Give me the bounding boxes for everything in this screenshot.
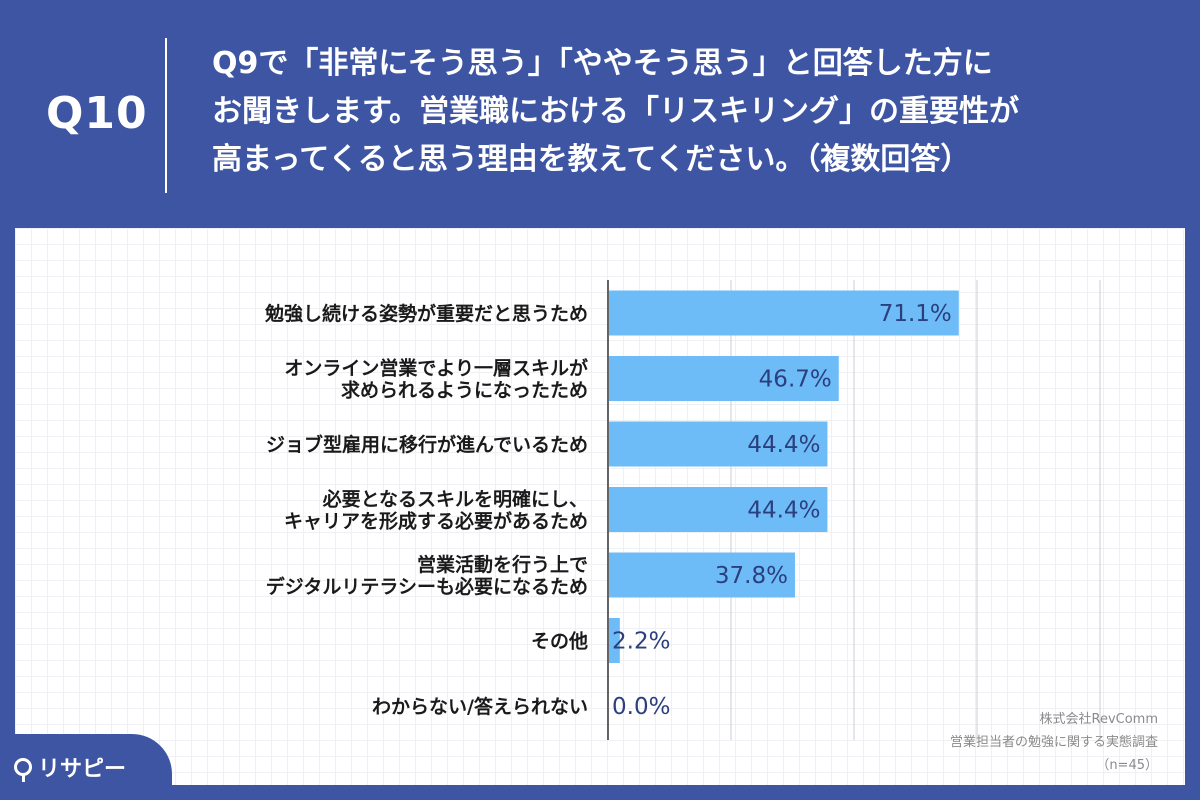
source-company: 株式会社RevComm [1039,712,1159,727]
question-text: Q9で「非常にそう思う」「ややそう思う」と回答した方に お聞きします。営業職にお… [212,46,1019,177]
source-note: 株式会社RevComm 営業担当者の勉強に関する実態調査 （n=45） [950,708,1158,777]
bar [609,552,795,598]
category-label: デジタルリテラシーも必要になるため [266,575,588,598]
data-label: 46.7% [759,367,832,393]
chart-panel [15,228,1185,785]
data-label: 2.2% [612,629,670,655]
bar [609,356,839,401]
data-label: 44.4% [747,498,820,524]
category-label: わからない/答えられない [372,695,588,718]
category-label: キャリアを形成する必要があるため [284,510,588,533]
category-label: ジョブ型雇用に移行が進んでいるため [266,433,588,456]
logo-text: リサピー [38,757,127,782]
category-label: オンライン営業でより一層スキルが [284,357,588,380]
brand-logo: リサピー [14,752,126,782]
bar [609,618,620,663]
pin-icon [14,758,32,782]
source-sample-size: （n=45） [1096,758,1158,773]
data-label: 37.8% [715,563,788,589]
header-divider [165,38,167,193]
bar [609,487,828,532]
category-label: 求められるようになったため [341,379,588,402]
bar [609,290,959,336]
data-label: 0.0% [612,694,670,720]
question-header: Q10 Q9で「非常にそう思う」「ややそう思う」と回答した方に お聞きします。営… [0,0,1200,225]
question-number: Q10 [46,88,148,139]
category-label: 営業活動を行う上で [417,553,588,576]
category-label: 必要となるスキルを明確にし、 [322,488,588,511]
source-survey-title: 営業担当者の勉強に関する実態調査 [949,735,1158,750]
data-label: 71.1% [879,301,952,327]
bar [609,421,828,467]
category-label: 勉強し続ける姿勢が重要だと思うため [264,302,588,325]
data-label: 44.4% [747,432,820,458]
category-label: その他 [531,630,588,653]
